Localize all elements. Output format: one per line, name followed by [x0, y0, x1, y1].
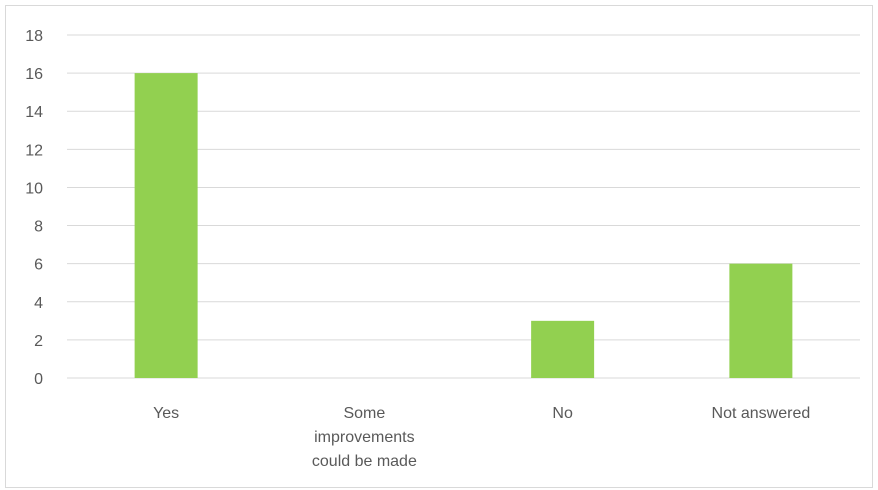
y-tick-label: 10 — [25, 180, 43, 197]
y-tick-label: 18 — [25, 28, 43, 45]
x-category-label: Yes — [153, 405, 179, 422]
y-tick-label: 16 — [25, 66, 43, 83]
y-tick-label: 4 — [34, 295, 43, 312]
x-category-label: improvements — [314, 429, 414, 446]
x-category-label: Some — [343, 405, 385, 422]
y-tick-label: 8 — [34, 219, 43, 236]
y-tick-label: 0 — [34, 371, 43, 388]
bar — [134, 73, 198, 378]
y-tick-label: 12 — [25, 142, 43, 159]
x-category-label: Not answered — [712, 405, 811, 422]
x-category-label: No — [552, 405, 573, 422]
y-tick-label: 2 — [34, 333, 43, 350]
bar — [531, 320, 595, 378]
bar — [729, 263, 793, 378]
x-category-label: could be made — [312, 453, 417, 470]
y-tick-label: 6 — [34, 257, 43, 274]
y-tick-label: 14 — [25, 104, 43, 121]
